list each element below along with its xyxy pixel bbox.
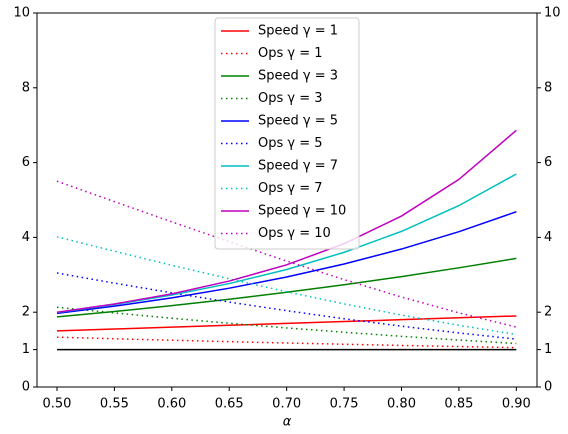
x-tick-label: 0.55 <box>100 397 129 412</box>
y2-tick-label: 4 <box>544 230 552 245</box>
legend-label: Speed γ = 1 <box>258 24 338 39</box>
y2-tick-label: 6 <box>544 155 552 170</box>
legend-label: Ops γ = 7 <box>258 181 323 196</box>
legend-label: Speed γ = 10 <box>258 204 346 219</box>
y-tick-label: 6 <box>22 155 30 170</box>
x-tick-label: 0.80 <box>387 397 416 412</box>
series-line <box>56 306 517 345</box>
series-line <box>56 315 517 332</box>
legend-label: Speed γ = 3 <box>258 69 338 84</box>
y2-tick-label: 1 <box>544 342 552 357</box>
y-tick-label: 10 <box>13 6 30 21</box>
series-line <box>56 211 517 315</box>
legend-label: Ops γ = 3 <box>258 91 323 106</box>
series-line <box>56 180 517 328</box>
y-tick-label: 1 <box>22 342 30 357</box>
y2-tick-label: 2 <box>544 305 552 320</box>
x-tick-label: 0.50 <box>43 397 72 412</box>
y2-tick-label: 8 <box>544 80 552 95</box>
y2-tick-label: 0 <box>544 380 552 395</box>
legend-label: Ops γ = 1 <box>258 46 323 61</box>
y-tick-label: 0 <box>22 380 30 395</box>
x-tick-label: 0.60 <box>157 397 186 412</box>
series-line <box>56 173 517 314</box>
legend-label: Ops γ = 10 <box>258 226 331 241</box>
series-line <box>56 336 517 349</box>
x-tick-label: 0.65 <box>215 397 244 412</box>
y-tick-label: 4 <box>22 230 30 245</box>
y-tick-label: 2 <box>22 305 30 320</box>
series-line <box>56 129 517 313</box>
x-axis-label: α <box>283 415 292 430</box>
axes-frame <box>36 12 538 388</box>
series-line <box>56 257 517 318</box>
series-line <box>56 236 517 336</box>
y-tick-label: 8 <box>22 80 30 95</box>
y2-tick-label: 10 <box>544 6 561 21</box>
x-tick-label: 0.75 <box>330 397 359 412</box>
legend-box <box>214 17 360 250</box>
legend-label: Speed γ = 5 <box>258 114 338 129</box>
x-tick-label: 0.90 <box>502 397 531 412</box>
legend-label: Ops γ = 5 <box>258 136 323 151</box>
legend-label: Speed γ = 7 <box>258 159 338 174</box>
x-tick-label: 0.70 <box>272 397 301 412</box>
x-tick-label: 0.85 <box>444 397 473 412</box>
